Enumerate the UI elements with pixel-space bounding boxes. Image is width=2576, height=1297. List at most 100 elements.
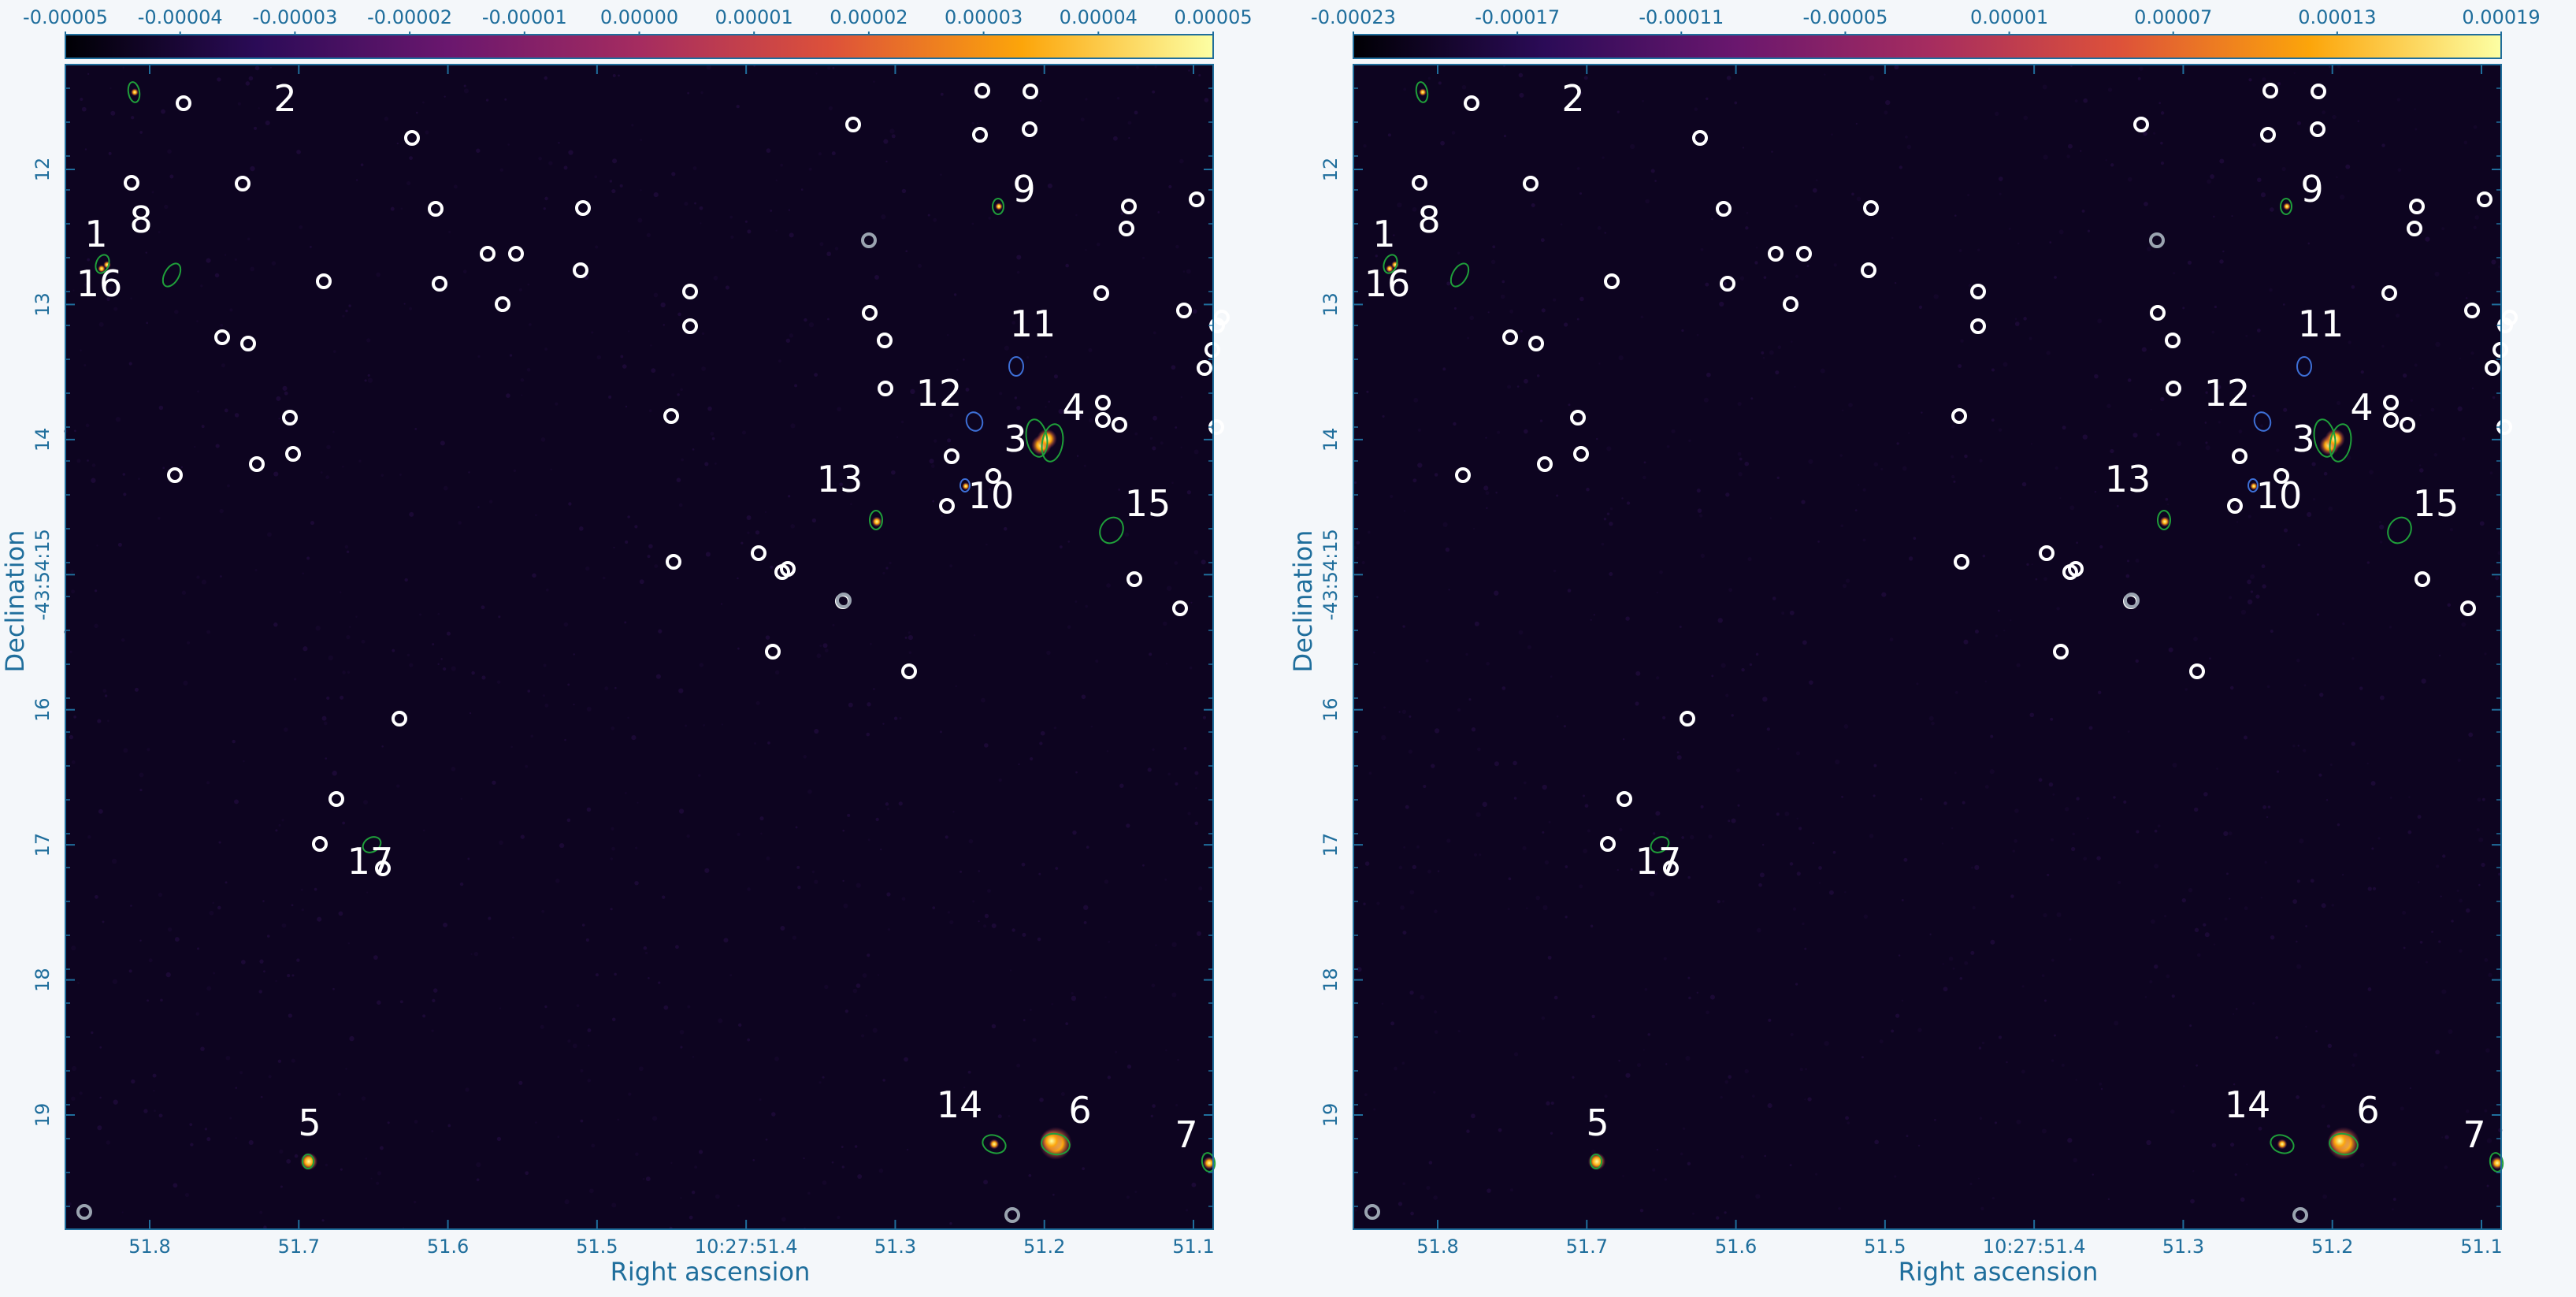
noise-speck bbox=[1587, 829, 1591, 833]
noise-speck bbox=[137, 478, 140, 481]
noise-speck bbox=[1402, 931, 1407, 935]
noise-speck bbox=[2205, 391, 2208, 394]
noise-speck bbox=[648, 976, 650, 979]
noise-speck bbox=[1928, 715, 1934, 721]
catalog-marker bbox=[1127, 571, 1142, 587]
noise-speck bbox=[406, 653, 410, 657]
noise-speck bbox=[968, 838, 974, 844]
colorbar-tick-label: 0.00002 bbox=[830, 6, 908, 28]
noise-speck bbox=[527, 689, 531, 693]
noise-speck bbox=[2477, 797, 2481, 802]
noise-speck bbox=[890, 470, 896, 475]
noise-speck bbox=[364, 379, 367, 382]
noise-speck bbox=[1550, 1132, 1553, 1135]
colorbar-tick-label: 0.00003 bbox=[945, 6, 1023, 28]
noise-speck bbox=[2305, 1025, 2307, 1028]
noise-speck bbox=[2418, 464, 2422, 466]
noise-speck bbox=[2323, 471, 2328, 476]
catalog-marker bbox=[2260, 127, 2276, 143]
noise-speck bbox=[2132, 433, 2138, 438]
noise-speck bbox=[148, 958, 153, 963]
noise-speck bbox=[1373, 1108, 1376, 1111]
colorbar-tick-label: -0.00005 bbox=[23, 6, 108, 28]
noise-speck bbox=[1828, 890, 1834, 895]
noise-speck bbox=[265, 120, 270, 126]
noise-speck bbox=[1744, 1068, 1749, 1074]
noise-speck bbox=[2497, 551, 2501, 556]
noise-speck bbox=[635, 1152, 639, 1157]
noise-speck bbox=[260, 1095, 263, 1098]
noise-speck bbox=[158, 892, 163, 897]
source-region bbox=[1041, 423, 1064, 463]
noise-speck bbox=[157, 516, 161, 520]
noise-speck bbox=[631, 734, 637, 741]
noise-speck bbox=[2262, 77, 2266, 82]
noise-speck bbox=[1863, 914, 1869, 919]
noise-speck bbox=[1722, 900, 1725, 903]
noise-speck bbox=[2283, 528, 2288, 533]
bright-source bbox=[962, 482, 970, 490]
noise-speck bbox=[1088, 347, 1093, 352]
source-region bbox=[965, 411, 984, 432]
x-axis-title: Right ascension bbox=[611, 1257, 811, 1287]
noise-speck bbox=[2328, 506, 2333, 511]
noise-speck bbox=[986, 889, 991, 894]
noise-speck bbox=[1720, 1095, 1723, 1099]
noise-speck bbox=[2327, 1043, 2333, 1048]
noise-speck bbox=[2222, 250, 2225, 253]
noise-speck bbox=[747, 1038, 751, 1042]
y-tick-label: 17 bbox=[1320, 833, 1342, 857]
noise-speck bbox=[1523, 781, 1527, 785]
noise-speck bbox=[201, 425, 205, 429]
noise-speck bbox=[1647, 1033, 1651, 1036]
catalog-marker bbox=[2150, 305, 2166, 321]
noise-speck bbox=[1368, 771, 1372, 775]
noise-speck bbox=[2414, 363, 2418, 367]
noise-speck bbox=[2435, 864, 2440, 868]
noise-speck bbox=[183, 680, 188, 686]
noise-speck bbox=[91, 478, 96, 483]
noise-speck bbox=[1085, 248, 1087, 251]
noise-speck bbox=[1734, 101, 1738, 105]
noise-speck bbox=[1579, 296, 1584, 302]
source-region bbox=[1590, 1154, 1602, 1169]
noise-speck bbox=[459, 882, 464, 886]
noise-speck bbox=[698, 774, 701, 777]
noise-speck bbox=[2143, 131, 2147, 136]
noise-speck bbox=[694, 1165, 698, 1169]
noise-speck bbox=[704, 462, 709, 466]
noise-speck bbox=[790, 523, 796, 529]
source-label-3: 3 bbox=[2292, 418, 2314, 460]
noise-speck bbox=[1596, 437, 1598, 440]
noise-speck bbox=[227, 484, 230, 488]
noise-speck bbox=[1180, 396, 1182, 399]
noise-speck bbox=[908, 635, 914, 641]
noise-speck bbox=[1995, 634, 1998, 637]
catalog-marker bbox=[404, 130, 420, 146]
noise-speck bbox=[342, 314, 345, 318]
noise-speck bbox=[955, 685, 958, 688]
noise-speck bbox=[419, 613, 422, 616]
noise-speck bbox=[1501, 280, 1505, 284]
noise-speck bbox=[2135, 559, 2140, 563]
catalog-marker bbox=[2415, 571, 2430, 587]
catalog-marker bbox=[2166, 381, 2181, 396]
noise-speck bbox=[1398, 711, 1401, 713]
noise-speck bbox=[1425, 659, 1429, 663]
x-tick-label: 51.8 bbox=[1416, 1236, 1458, 1258]
noise-speck bbox=[2043, 154, 2048, 160]
noise-speck bbox=[530, 734, 533, 738]
noise-speck bbox=[121, 1211, 124, 1213]
noise-speck bbox=[2476, 828, 2480, 832]
noise-speck bbox=[1699, 514, 1703, 518]
noise-speck bbox=[1409, 715, 1412, 718]
noise-speck bbox=[2462, 437, 2466, 440]
noise-speck bbox=[1011, 321, 1015, 325]
noise-speck bbox=[905, 250, 908, 253]
noise-speck bbox=[1815, 179, 1818, 182]
noise-speck bbox=[212, 901, 215, 905]
noise-speck bbox=[2438, 654, 2441, 656]
noise-speck bbox=[97, 719, 102, 723]
noise-speck bbox=[1741, 667, 1745, 672]
catalog-marker bbox=[2262, 83, 2278, 98]
